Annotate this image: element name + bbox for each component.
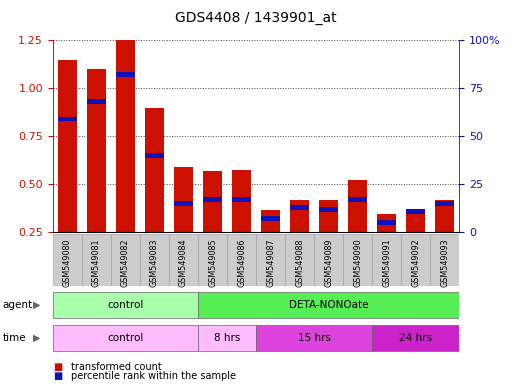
Text: transformed count: transformed count	[71, 362, 162, 372]
Bar	[256, 325, 372, 351]
Text: control: control	[107, 300, 144, 310]
Text: 15 hrs: 15 hrs	[298, 333, 331, 343]
Text: 8 hrs: 8 hrs	[214, 333, 240, 343]
Bar	[261, 210, 280, 280]
Bar	[348, 197, 367, 202]
Bar	[145, 153, 164, 158]
Bar	[87, 69, 106, 280]
Text: ■: ■	[53, 362, 62, 372]
Bar	[116, 40, 135, 280]
Bar	[256, 234, 285, 286]
Bar	[111, 234, 140, 286]
Bar	[430, 234, 459, 286]
Bar	[436, 200, 454, 280]
Bar	[140, 234, 169, 286]
Text: GSM549088: GSM549088	[295, 238, 304, 287]
Bar	[198, 234, 227, 286]
Bar	[169, 234, 198, 286]
Text: control: control	[107, 333, 144, 343]
Text: GSM549082: GSM549082	[121, 238, 130, 287]
Text: GSM549090: GSM549090	[353, 238, 362, 287]
Text: percentile rank within the sample: percentile rank within the sample	[71, 371, 237, 381]
Text: GSM549086: GSM549086	[237, 238, 246, 287]
Bar	[319, 200, 338, 280]
Bar	[372, 234, 401, 286]
Bar	[232, 170, 251, 280]
Bar	[203, 171, 222, 280]
Text: GSM549083: GSM549083	[150, 238, 159, 287]
Text: ▶: ▶	[33, 333, 40, 343]
Bar	[314, 234, 343, 286]
Bar	[145, 108, 164, 280]
Bar	[58, 117, 77, 121]
Bar	[372, 325, 459, 351]
Bar	[343, 234, 372, 286]
Bar	[436, 201, 454, 206]
Bar	[348, 180, 367, 280]
Bar	[378, 220, 396, 225]
Text: GSM549081: GSM549081	[92, 238, 101, 287]
Bar	[407, 209, 425, 214]
Bar	[53, 325, 198, 351]
Bar	[407, 209, 425, 280]
Text: GSM549085: GSM549085	[208, 238, 217, 287]
Text: GSM549091: GSM549091	[382, 238, 391, 287]
Text: ■: ■	[53, 371, 62, 381]
Bar	[290, 200, 309, 280]
Text: GSM549084: GSM549084	[179, 238, 188, 287]
Text: 24 hrs: 24 hrs	[399, 333, 432, 343]
Bar	[116, 73, 135, 77]
Bar	[53, 292, 198, 318]
Text: time: time	[3, 333, 26, 343]
Text: GSM549092: GSM549092	[411, 238, 420, 287]
Bar	[227, 234, 256, 286]
Text: GSM549089: GSM549089	[324, 238, 333, 287]
Bar	[290, 205, 309, 210]
Bar	[378, 214, 396, 280]
Text: GSM549087: GSM549087	[266, 238, 275, 287]
Text: ▶: ▶	[33, 300, 40, 310]
Bar	[232, 197, 251, 202]
Bar	[198, 292, 459, 318]
Bar	[174, 167, 193, 280]
Bar	[285, 234, 314, 286]
Bar	[53, 234, 82, 286]
Bar	[87, 99, 106, 104]
Text: GDS4408 / 1439901_at: GDS4408 / 1439901_at	[175, 11, 337, 25]
Bar	[319, 207, 338, 212]
Text: DETA-NONOate: DETA-NONOate	[289, 300, 369, 310]
Bar	[58, 60, 77, 280]
Bar	[174, 201, 193, 206]
Bar	[401, 234, 430, 286]
Text: GSM549093: GSM549093	[440, 238, 449, 287]
Bar	[203, 197, 222, 202]
Bar	[261, 217, 280, 221]
Text: agent: agent	[3, 300, 33, 310]
Text: GSM549080: GSM549080	[63, 238, 72, 287]
Bar	[82, 234, 111, 286]
Bar	[198, 325, 256, 351]
